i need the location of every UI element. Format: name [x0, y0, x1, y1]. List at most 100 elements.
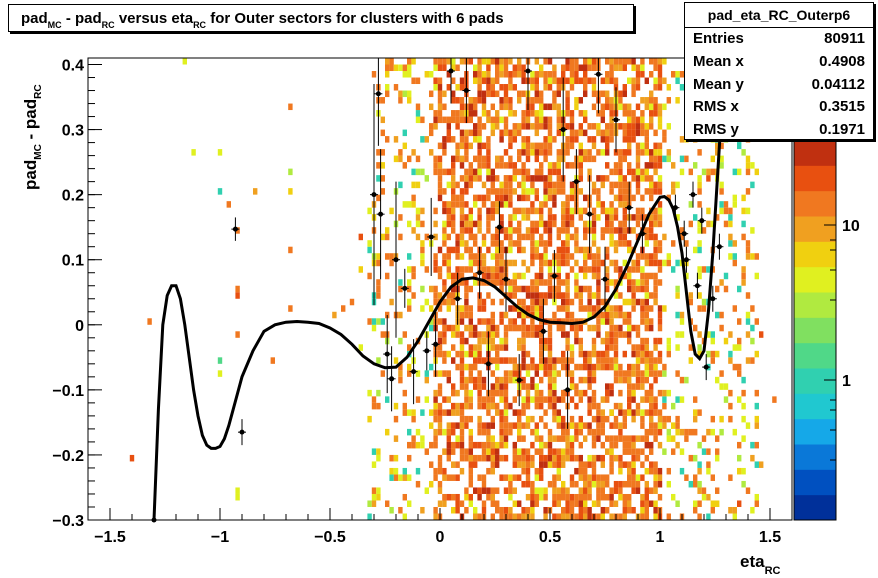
heatmap-cell [671, 448, 676, 455]
heatmap-cell [675, 396, 680, 403]
heatmap-cell [644, 272, 649, 280]
heatmap-cell [481, 77, 487, 85]
heatmap-cell [745, 188, 751, 195]
heatmap-cell [508, 194, 513, 202]
heatmap-cell [495, 201, 500, 208]
heatmap-cell [622, 448, 627, 455]
heatmap-cell [605, 175, 610, 182]
heatmap-cell [649, 318, 654, 325]
heatmap-cell [640, 97, 645, 104]
heatmap-cell [415, 110, 421, 117]
heatmap-cell [552, 500, 557, 507]
heatmap-cell [415, 103, 421, 111]
heatmap-cell [631, 389, 636, 397]
heatmap-cell [552, 461, 557, 468]
heatmap-cell [728, 240, 733, 247]
heatmap-cell [556, 77, 561, 85]
x-tick-label: 0.5 [539, 529, 561, 546]
heatmap-cell [508, 402, 513, 410]
heatmap-cell [495, 461, 500, 468]
heatmap-cell [473, 513, 478, 520]
heatmap-cell [534, 467, 539, 475]
heatmap-cell [600, 311, 605, 319]
heatmap-cell [433, 441, 438, 449]
heatmap-cell [407, 285, 412, 293]
heatmap-cell [609, 103, 614, 111]
heatmap-cell [649, 467, 654, 475]
heatmap-cell [596, 175, 601, 182]
heatmap-cell [613, 370, 619, 377]
heatmap-cell [561, 201, 566, 208]
heatmap-cell [380, 318, 385, 325]
heatmap-cell [578, 97, 583, 104]
heatmap-cell [477, 402, 482, 410]
heatmap-cell [393, 155, 399, 163]
heatmap-cell [446, 129, 451, 137]
heatmap-cell [464, 214, 469, 221]
heatmap-cell [723, 207, 729, 215]
heatmap-cell [644, 188, 649, 195]
heatmap-cell [649, 370, 654, 377]
heatmap-cell [644, 136, 649, 143]
heatmap-cell [635, 487, 641, 494]
heatmap-cell [451, 448, 456, 455]
heatmap-cell [609, 357, 614, 364]
heatmap-cell [662, 448, 667, 455]
heatmap-cell [552, 383, 557, 390]
heatmap-cell [609, 331, 614, 338]
title-subscript: RC [193, 20, 207, 30]
heatmap-cell [605, 318, 610, 325]
heatmap-cell [459, 77, 465, 85]
heatmap-cell [490, 448, 495, 455]
heatmap-cell [710, 331, 715, 338]
heatmap-cell [591, 454, 597, 462]
heatmap-cell [442, 493, 447, 501]
heatmap-cell [407, 97, 412, 104]
heatmap-cell [618, 513, 623, 520]
heatmap-cell [530, 428, 535, 436]
heatmap-cell [429, 318, 434, 325]
heatmap-cell [499, 428, 504, 436]
heatmap-cell [534, 383, 539, 390]
heatmap-cell [666, 253, 671, 260]
heatmap-cell [754, 500, 759, 507]
heatmap-cell [499, 285, 504, 293]
heatmap-cell [653, 506, 658, 514]
heatmap-cell [539, 298, 544, 306]
heatmap-cell [464, 188, 469, 195]
heatmap-cell [486, 396, 491, 403]
heatmap-cell [539, 116, 544, 124]
heatmap-cell [270, 357, 275, 364]
heatmap-cell [622, 64, 627, 72]
heatmap-cell [631, 298, 636, 306]
heatmap-cell [622, 84, 627, 91]
heatmap-cell [587, 513, 592, 520]
heatmap-cell [433, 253, 438, 260]
heatmap-cell [455, 435, 460, 442]
heatmap-cell [556, 149, 561, 156]
heatmap-cell [578, 454, 583, 462]
heatmap-cell [499, 136, 504, 143]
heatmap-cell [596, 350, 601, 358]
heatmap-cell [706, 350, 711, 358]
heatmap-cell [451, 344, 456, 351]
heatmap-cell [473, 71, 478, 78]
heatmap-cell [490, 461, 495, 468]
heatmap-cell [129, 454, 135, 462]
heatmap-cell [565, 253, 570, 260]
heatmap-cell [486, 467, 491, 475]
heatmap-cell [583, 435, 588, 442]
heatmap-cell [477, 90, 482, 98]
heatmap-cell [499, 409, 504, 416]
y-tick-label: −0.2 [52, 448, 84, 465]
heatmap-cell [473, 331, 478, 338]
heatmap-cell [468, 461, 473, 468]
heatmap-cell [420, 506, 425, 514]
heatmap-cell [468, 363, 473, 371]
heatmap-cell [539, 467, 544, 475]
heatmap-cell [495, 71, 500, 78]
heatmap-cell [499, 506, 504, 514]
heatmap-cell [503, 441, 509, 449]
heatmap-cell [653, 162, 658, 169]
heatmap-cell [451, 493, 456, 501]
